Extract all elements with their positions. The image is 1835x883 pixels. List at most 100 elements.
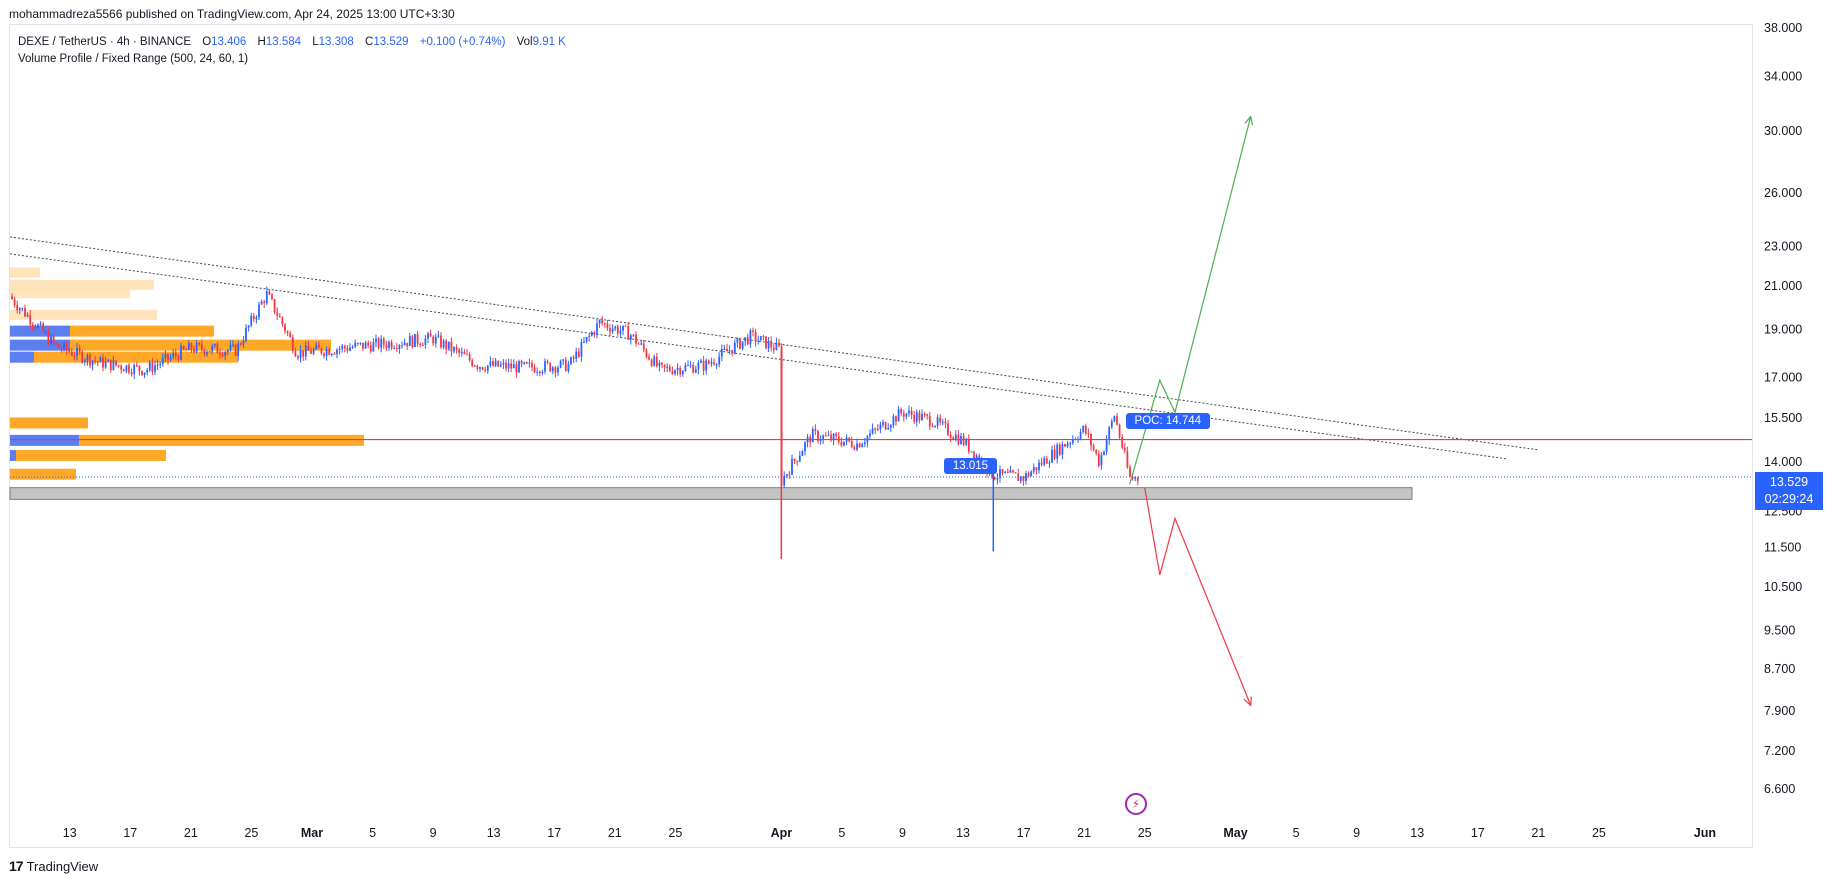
candle-body — [733, 342, 736, 354]
candle-body — [393, 347, 396, 349]
low-label: L — [312, 36, 319, 48]
candle-body — [1113, 416, 1116, 421]
support-zone — [9, 487, 1413, 500]
candle-body — [926, 414, 929, 416]
time-tick-label: Mar — [301, 826, 323, 840]
candle-body — [70, 351, 73, 356]
candle-body — [99, 357, 102, 363]
candle-body — [637, 343, 640, 345]
profile-row-sell — [34, 351, 238, 363]
candle-body — [401, 345, 403, 347]
candle-body — [325, 349, 328, 356]
time-tick-label: 13 — [1410, 826, 1424, 840]
candle-body — [258, 304, 260, 318]
footer-brand[interactable]: 17 TradingView — [9, 858, 98, 874]
candle-body — [598, 320, 601, 324]
candle-body — [265, 291, 268, 304]
candle-body — [902, 413, 905, 417]
price-tick-label: 34.000 — [1764, 69, 1802, 83]
candle-body — [921, 414, 923, 421]
candle-body — [863, 442, 866, 445]
poc-bubble[interactable]: POC: 14.744 — [1125, 412, 1211, 429]
candle-body — [239, 343, 242, 345]
price-axis: 38.000 34.000 30.000 26.000 23.000 21.000 19.0… — [1764, 21, 1802, 796]
candle-body — [1110, 420, 1113, 428]
time-tick-label: 25 — [668, 826, 682, 840]
candle-body — [1012, 470, 1014, 473]
candle-body — [1061, 444, 1064, 455]
last-price-value: 13.529 — [1769, 475, 1809, 489]
candle-body — [208, 351, 211, 353]
candle-body — [63, 343, 65, 350]
candle-body — [143, 372, 146, 375]
candle-body — [967, 438, 970, 452]
candle-body — [89, 354, 91, 366]
candle-body — [627, 326, 630, 340]
candle-body — [476, 366, 479, 369]
candle-body — [1095, 449, 1098, 454]
low-price-bubble[interactable]: 13.015 — [943, 457, 998, 474]
candle-body — [655, 356, 658, 367]
indicator-label[interactable]: Volume Profile / Fixed Range (500, 24, 6… — [18, 53, 249, 65]
price-tick-label: 30.000 — [1764, 124, 1802, 138]
candle-body — [687, 365, 689, 367]
candle-body — [947, 423, 949, 435]
candle-body — [333, 353, 336, 355]
chart-frame[interactable] — [9, 24, 1753, 848]
candle-body — [57, 344, 60, 348]
candle-body — [689, 365, 692, 367]
candle-body — [286, 331, 289, 334]
lightning-icon[interactable]: ⚡ — [1125, 793, 1147, 815]
candle-body — [858, 443, 861, 448]
candle-body — [1097, 453, 1100, 466]
candle-body — [336, 349, 338, 354]
candle-body — [575, 351, 578, 359]
candle-body — [999, 469, 1001, 479]
candle-body — [624, 325, 627, 327]
candle-body — [182, 346, 185, 350]
time-tick-label: 21 — [1531, 826, 1545, 840]
candle-body — [330, 353, 333, 355]
candle-body — [765, 336, 767, 349]
candle-body — [1116, 416, 1118, 425]
profile-row-sell — [10, 468, 76, 480]
candle-body — [499, 364, 502, 367]
candle-body — [791, 459, 793, 475]
candle-body — [1084, 425, 1087, 434]
candle-body — [120, 365, 123, 370]
candle-body — [395, 347, 398, 349]
candle-body — [180, 346, 182, 360]
candle-body — [645, 349, 648, 357]
candle-body — [798, 455, 801, 462]
bullish-arrowhead — [1244, 115, 1254, 126]
candle-body — [268, 291, 271, 295]
candle-body — [1025, 473, 1027, 481]
candle-body — [471, 360, 474, 366]
bar-countdown: 02:29:24 — [1764, 492, 1814, 506]
candle-body — [762, 336, 765, 338]
time-tick-label: 17 — [1017, 826, 1031, 840]
candle-body — [603, 323, 606, 325]
candle-body — [278, 315, 281, 318]
candle-body — [29, 314, 32, 325]
candle-body — [411, 336, 414, 348]
candle-body — [523, 362, 526, 364]
candle-body — [502, 362, 505, 365]
candle-body — [775, 342, 778, 350]
candle-body — [1056, 444, 1059, 459]
candle-body — [434, 336, 437, 344]
candle-body — [663, 364, 666, 368]
candle-body — [843, 441, 845, 446]
candle-body — [242, 341, 245, 345]
symbol-label[interactable]: DEXE / TetherUS · 4h · BINANCE — [18, 36, 191, 48]
candle-body — [31, 324, 34, 327]
candle-body — [1006, 471, 1009, 473]
candle-body — [887, 427, 890, 430]
candle-body — [115, 360, 117, 366]
candle-body — [13, 299, 16, 306]
candle-body — [1032, 467, 1035, 472]
candle-body — [481, 367, 484, 370]
candle-body — [86, 354, 89, 361]
candle-body — [934, 425, 936, 427]
